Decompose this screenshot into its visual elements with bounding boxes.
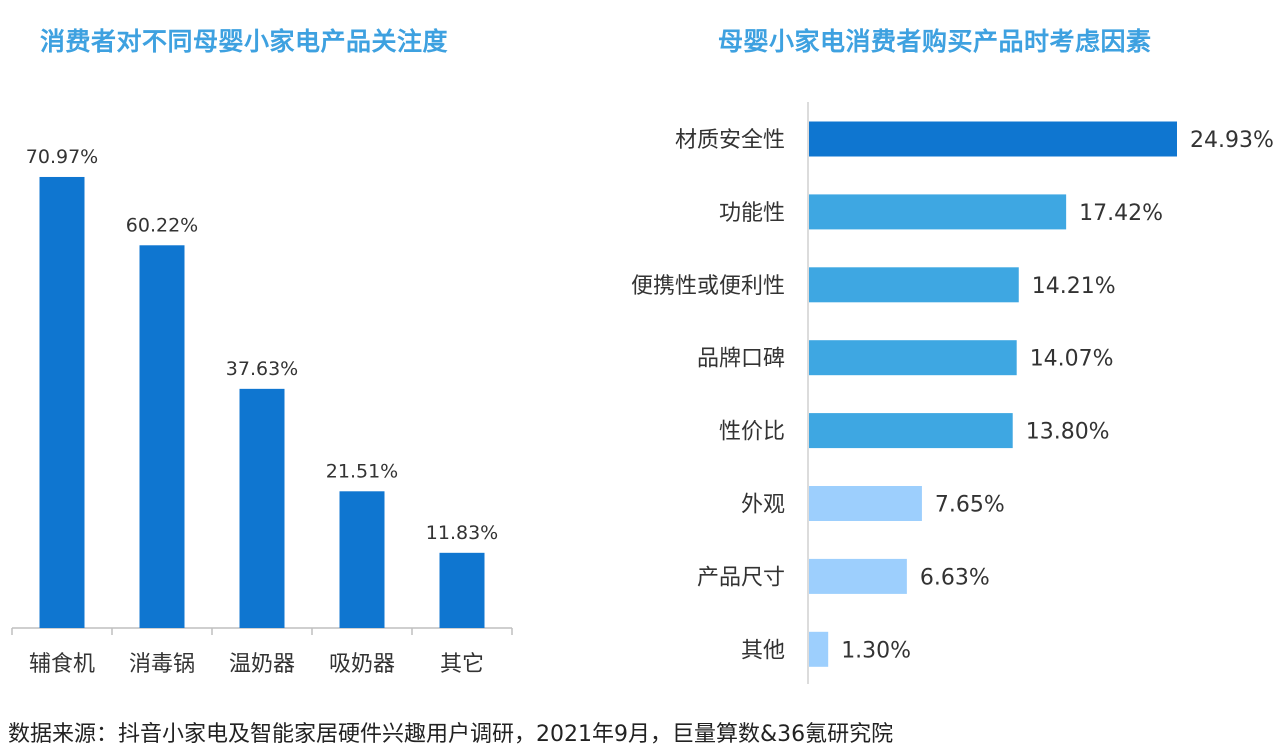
data-label: 1.30%: [841, 638, 911, 663]
bar: [339, 491, 385, 628]
bar: [809, 340, 1017, 376]
category-label: 产品尺寸: [697, 565, 785, 590]
data-label: 17.42%: [1079, 201, 1163, 226]
bar: [809, 558, 907, 594]
source-note: 数据来源：抖音小家电及智能家居硬件兴趣用户调研，2021年9月，巨量算数&36氪…: [8, 722, 894, 747]
data-label: 14.21%: [1032, 274, 1116, 299]
category-label: 外观: [741, 493, 785, 518]
bar: [809, 267, 1019, 303]
data-label: 7.65%: [935, 493, 1005, 518]
category-label: 辅食机: [29, 652, 95, 677]
bar: [809, 486, 922, 521]
right-chart-title: 母婴小家电消费者购买产品时考虑因素: [718, 27, 1152, 56]
bar: [439, 552, 485, 628]
category-label: 吸奶器: [329, 652, 395, 677]
category-label: 功能性: [719, 201, 785, 226]
bar: [239, 388, 285, 628]
category-label: 温奶器: [229, 652, 295, 677]
bar: [39, 176, 85, 628]
category-label: 品牌口碑: [697, 347, 785, 372]
category-label: 性价比: [719, 420, 785, 445]
data-label: 24.93%: [1190, 128, 1274, 153]
bar: [139, 245, 185, 628]
category-label: 其它: [440, 652, 484, 677]
data-label: 13.80%: [1026, 420, 1110, 445]
data-label: 14.07%: [1030, 347, 1114, 372]
category-label: 消毒锅: [129, 652, 195, 677]
category-label: 便携性或便利性: [631, 274, 785, 299]
data-label: 11.83%: [426, 522, 498, 544]
bar: [809, 413, 1013, 449]
left-chart-title: 消费者对不同母婴小家电产品关注度: [40, 27, 449, 56]
data-label: 70.97%: [26, 146, 98, 168]
bar: [809, 194, 1067, 230]
category-label: 其他: [741, 638, 785, 663]
bar: [809, 631, 829, 667]
data-label: 60.22%: [126, 214, 198, 236]
data-label: 37.63%: [226, 358, 298, 380]
data-label: 21.51%: [326, 460, 398, 482]
bar: [809, 121, 1177, 157]
category-label: 材质安全性: [675, 128, 785, 153]
data-label: 6.63%: [920, 565, 990, 590]
